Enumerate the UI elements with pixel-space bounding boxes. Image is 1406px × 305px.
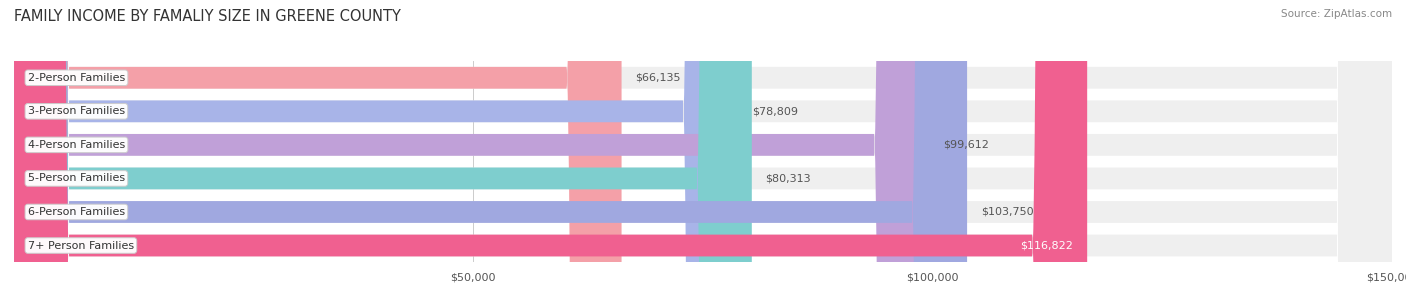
Text: $66,135: $66,135: [636, 73, 681, 83]
FancyBboxPatch shape: [14, 0, 1392, 305]
Text: 3-Person Families: 3-Person Families: [28, 106, 125, 116]
Text: $80,313: $80,313: [766, 174, 811, 183]
FancyBboxPatch shape: [14, 0, 738, 305]
FancyBboxPatch shape: [14, 0, 1392, 305]
Text: $78,809: $78,809: [752, 106, 797, 116]
Text: 2-Person Families: 2-Person Families: [28, 73, 125, 83]
Text: 4-Person Families: 4-Person Families: [28, 140, 125, 150]
FancyBboxPatch shape: [14, 0, 967, 305]
Text: 7+ Person Families: 7+ Person Families: [28, 241, 134, 250]
FancyBboxPatch shape: [14, 0, 1392, 305]
FancyBboxPatch shape: [14, 0, 752, 305]
Text: Source: ZipAtlas.com: Source: ZipAtlas.com: [1281, 9, 1392, 19]
Text: 6-Person Families: 6-Person Families: [28, 207, 125, 217]
Text: FAMILY INCOME BY FAMALIY SIZE IN GREENE COUNTY: FAMILY INCOME BY FAMALIY SIZE IN GREENE …: [14, 9, 401, 24]
FancyBboxPatch shape: [14, 0, 621, 305]
FancyBboxPatch shape: [14, 0, 1392, 305]
FancyBboxPatch shape: [14, 0, 1087, 305]
Text: 5-Person Families: 5-Person Families: [28, 174, 125, 183]
FancyBboxPatch shape: [14, 0, 1392, 305]
FancyBboxPatch shape: [14, 0, 929, 305]
Text: $116,822: $116,822: [1021, 241, 1073, 250]
FancyBboxPatch shape: [14, 0, 1392, 305]
Text: $99,612: $99,612: [943, 140, 988, 150]
Text: $103,750: $103,750: [981, 207, 1033, 217]
